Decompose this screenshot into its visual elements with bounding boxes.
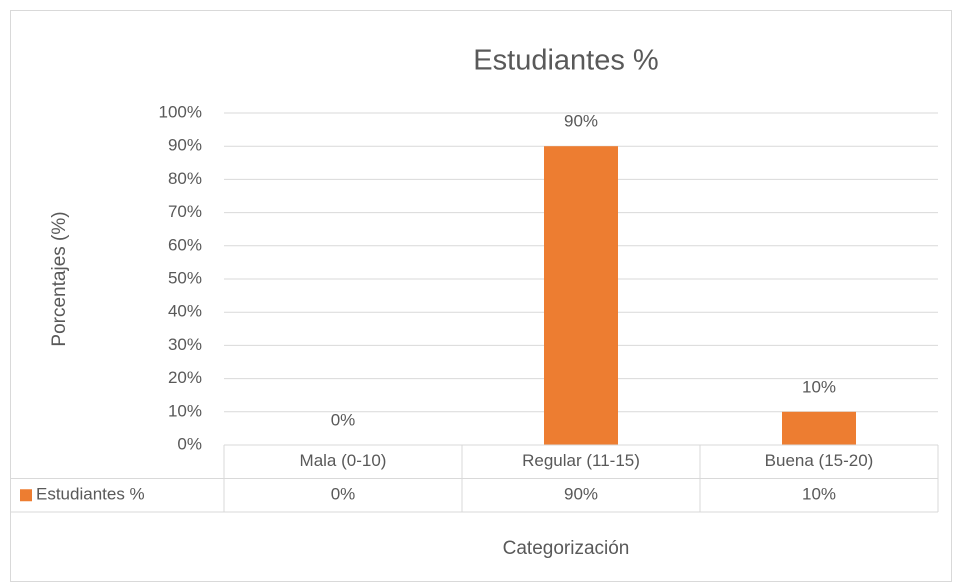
data-label: 10% [802,377,836,396]
table-value: 90% [564,485,598,504]
y-tick-label: 20% [168,368,202,387]
legend-label: Estudiantes % [36,485,145,504]
y-tick-label: 40% [168,302,202,321]
chart-title: Estudiantes % [473,45,658,77]
y-tick-label: 50% [168,268,202,287]
x-axis-label: Categorización [503,538,630,559]
bar [782,411,856,445]
chart-border [10,10,952,582]
y-axis-label: Porcentajes (%) [49,211,70,346]
legend-key [20,489,32,502]
data-label: 0% [331,410,356,429]
y-tick-label: 100% [159,102,202,121]
data-label: 90% [564,112,598,131]
y-tick-label: 60% [168,235,202,254]
y-tick-label: 0% [177,434,202,453]
y-tick-label: 80% [168,169,202,188]
bar [544,146,618,445]
y-tick-label: 10% [168,401,202,420]
x-tick-label: Buena (15-20) [765,451,874,470]
x-tick-label: Regular (11-15) [522,451,640,470]
y-tick-label: 70% [168,202,202,221]
table-value: 10% [802,485,836,504]
table-value: 0% [331,485,356,504]
y-tick-label: 90% [168,136,202,155]
y-tick-label: 30% [168,335,202,354]
x-tick-label: Mala (0-10) [300,451,387,470]
